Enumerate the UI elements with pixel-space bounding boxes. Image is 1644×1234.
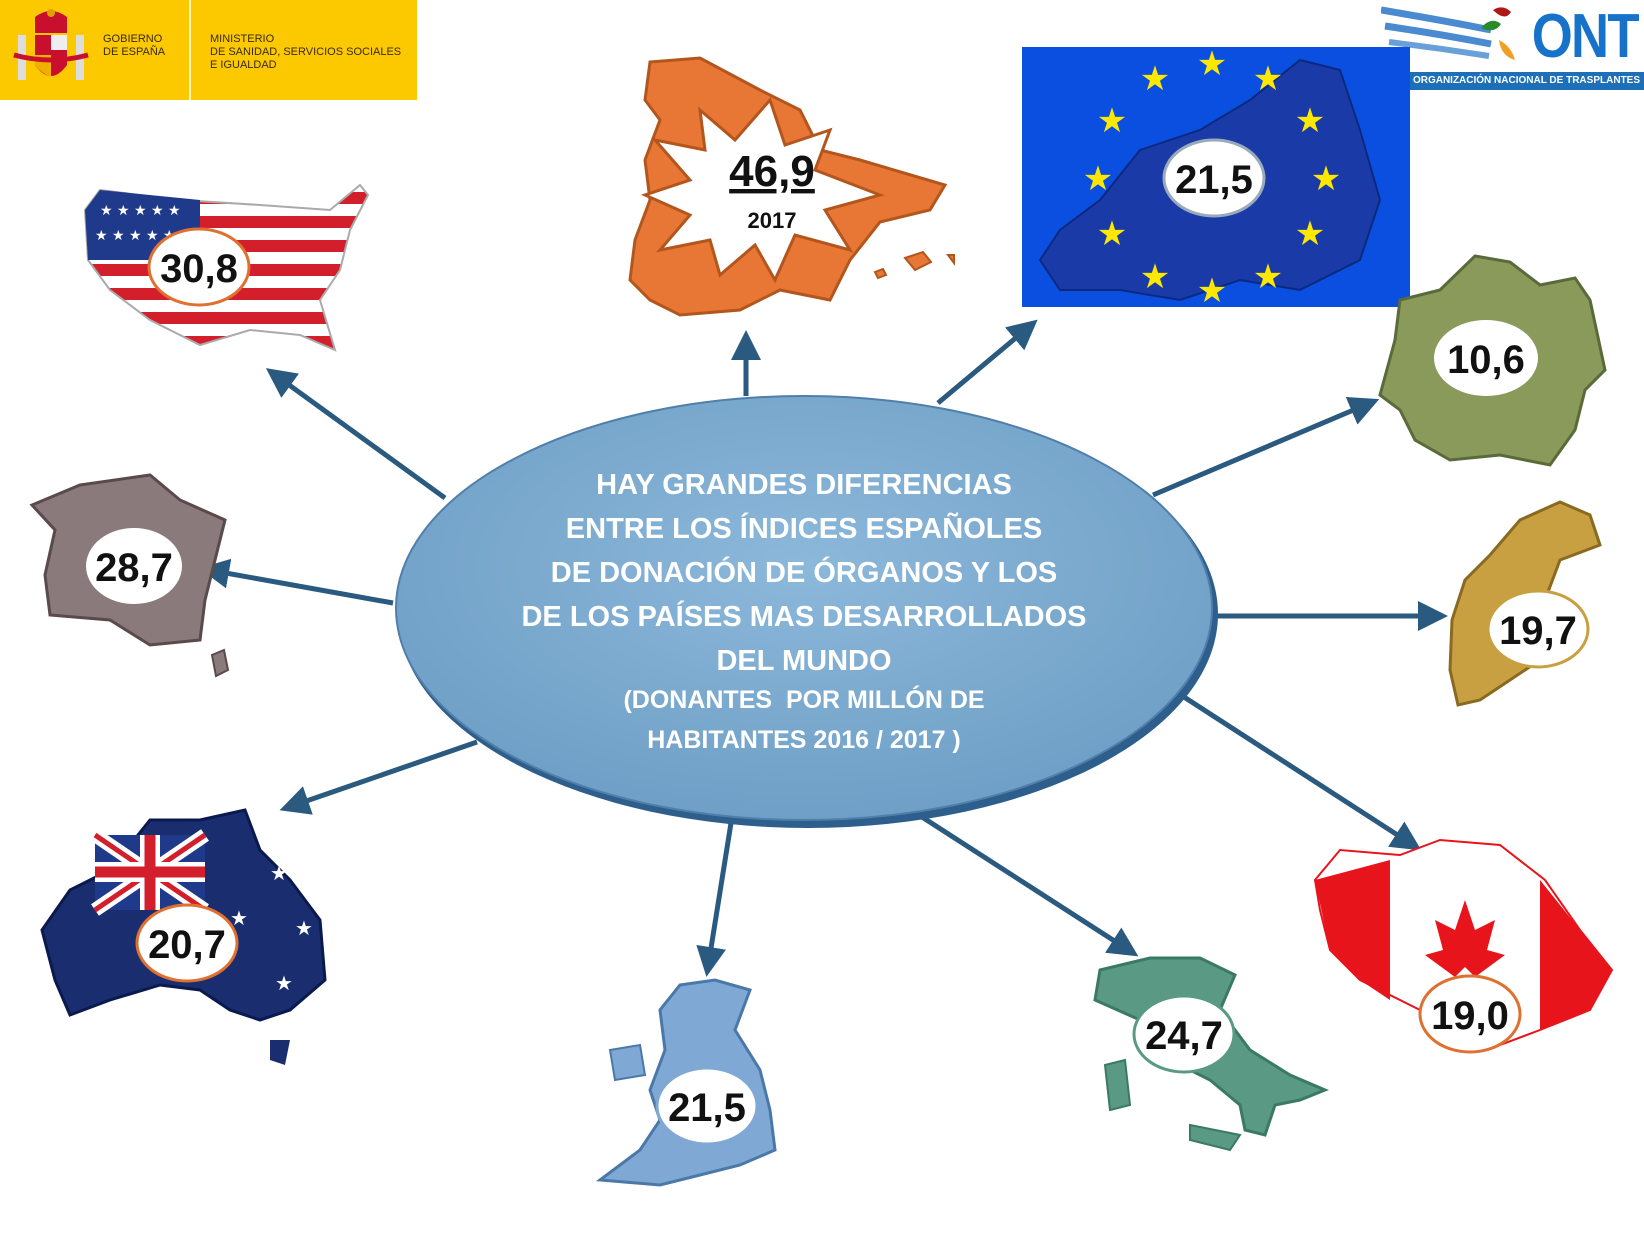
svg-text:★: ★ bbox=[270, 861, 288, 885]
svg-text:★: ★ bbox=[1140, 257, 1170, 297]
divider bbox=[189, 0, 191, 100]
svg-text:★: ★ bbox=[1097, 101, 1127, 141]
arrow-australia bbox=[279, 739, 478, 815]
svg-text:★ ★ ★ ★ ★: ★ ★ ★ ★ ★ bbox=[100, 203, 181, 219]
usa-value: 30,8 bbox=[160, 247, 238, 291]
svg-text:★: ★ bbox=[275, 971, 293, 995]
spain-starburst bbox=[640, 97, 885, 284]
svg-text:★: ★ bbox=[1253, 257, 1283, 297]
ont-swoosh-icon bbox=[1381, 6, 1515, 60]
espana-text: DE ESPAÑA bbox=[103, 46, 166, 58]
spain-year: 2017 bbox=[748, 208, 797, 233]
australia-map: ★ ★ ★ ★ 20,7 bbox=[40, 808, 327, 1065]
svg-text:★: ★ bbox=[230, 906, 248, 930]
usa-map: ★ ★ ★ ★ ★ ★ ★ ★ ★ ★ 30,8 bbox=[83, 183, 370, 352]
title-line-1: HAY GRANDES DIFERENCIAS bbox=[596, 469, 1012, 501]
germany-value: 10,6 bbox=[1447, 338, 1525, 382]
union-jack bbox=[91, 829, 209, 916]
arrow-germany bbox=[1152, 396, 1380, 498]
eu-stars: ★ ★ ★ ★ ★ ★ ★ ★ ★ ★ ★ ★ bbox=[1083, 44, 1341, 311]
svg-text:★: ★ bbox=[1311, 159, 1341, 199]
title-line-4: DE LOS PAÍSES MAS DESARROLLADOS bbox=[521, 599, 1086, 633]
italy-map: 24,7 bbox=[1093, 956, 1329, 1152]
ministerio-text: MINISTERIO bbox=[210, 33, 275, 45]
title-line-5: DEL MUNDO bbox=[716, 645, 891, 677]
sweden-map: 19,7 bbox=[1448, 500, 1602, 707]
svg-text:★: ★ bbox=[1140, 59, 1170, 99]
gobierno-espana-logo: GOBIERNO DE ESPAÑA MINISTERIO DE SANIDAD, … bbox=[0, 0, 417, 100]
sweden-value: 19,7 bbox=[1499, 609, 1577, 653]
arrow-france bbox=[199, 558, 394, 606]
title-line-3: DE DONACIÓN DE ÓRGANOS Y LOS bbox=[551, 555, 1058, 589]
arrow-eu bbox=[936, 319, 1038, 405]
svg-text:★ ★ ★ ★ ★: ★ ★ ★ ★ ★ bbox=[95, 228, 176, 244]
ont-subtitle: ORGANIZACIÓN NACIONAL DE TRASPLANTES bbox=[1381, 72, 1644, 90]
canada-map: 19,0 bbox=[1313, 838, 1614, 1054]
subtitle-line-1: (DONANTES POR MILLÓN DE bbox=[623, 684, 984, 714]
arrows bbox=[199, 319, 1448, 977]
svg-text:★: ★ bbox=[1197, 44, 1227, 84]
ont-wordmark: ONT bbox=[1531, 2, 1640, 71]
ministerio-line3: E IGUALDAD bbox=[210, 59, 277, 71]
gobierno-text: GOBIERNO bbox=[103, 33, 163, 45]
svg-text:★: ★ bbox=[1295, 214, 1325, 254]
spain-map: 46,9 2017 bbox=[628, 56, 955, 317]
subtitle-line-2: HABITANTES 2016 / 2017 ) bbox=[647, 726, 961, 754]
italy-value: 24,7 bbox=[1145, 1014, 1223, 1058]
germany-map: 10,6 bbox=[1378, 254, 1607, 467]
svg-text:★: ★ bbox=[295, 916, 313, 940]
ont-logo: ONT ORGANIZACIÓN NACIONAL DE TRASPLANTES bbox=[1381, 0, 1644, 92]
svg-text:★: ★ bbox=[1197, 271, 1227, 311]
svg-text:★: ★ bbox=[1083, 159, 1113, 199]
svg-text:★: ★ bbox=[1097, 214, 1127, 254]
title-line-2: ENTRE LOS ÍNDICES ESPAÑOLES bbox=[566, 511, 1042, 545]
uk-value: 21,5 bbox=[668, 1086, 746, 1130]
france-map: 28,7 bbox=[29, 473, 230, 678]
arrow-italy bbox=[920, 814, 1139, 957]
australia-value: 20,7 bbox=[148, 923, 226, 967]
coat-of-arms-icon bbox=[13, 9, 89, 80]
svg-text:★: ★ bbox=[1295, 101, 1325, 141]
canada-value: 19,0 bbox=[1431, 994, 1509, 1038]
arrow-usa bbox=[265, 368, 447, 501]
spain-value: 46,9 bbox=[729, 147, 815, 196]
ministerio-line2: DE SANIDAD, SERVICIOS SOCIALES bbox=[210, 46, 402, 58]
central-message: HAY GRANDES DIFERENCIAS ENTRE LOS ÍNDICE… bbox=[395, 395, 1218, 828]
arrow-uk bbox=[696, 822, 734, 977]
eu-map: ★ ★ ★ ★ ★ ★ ★ ★ ★ ★ ★ ★ 21,5 bbox=[1022, 44, 1410, 311]
svg-text:★: ★ bbox=[1253, 59, 1283, 99]
france-value: 28,7 bbox=[95, 546, 173, 590]
arrow-canada bbox=[1182, 694, 1422, 851]
eu-value: 21,5 bbox=[1175, 158, 1253, 202]
uk-map: 21,5 bbox=[595, 978, 777, 1187]
